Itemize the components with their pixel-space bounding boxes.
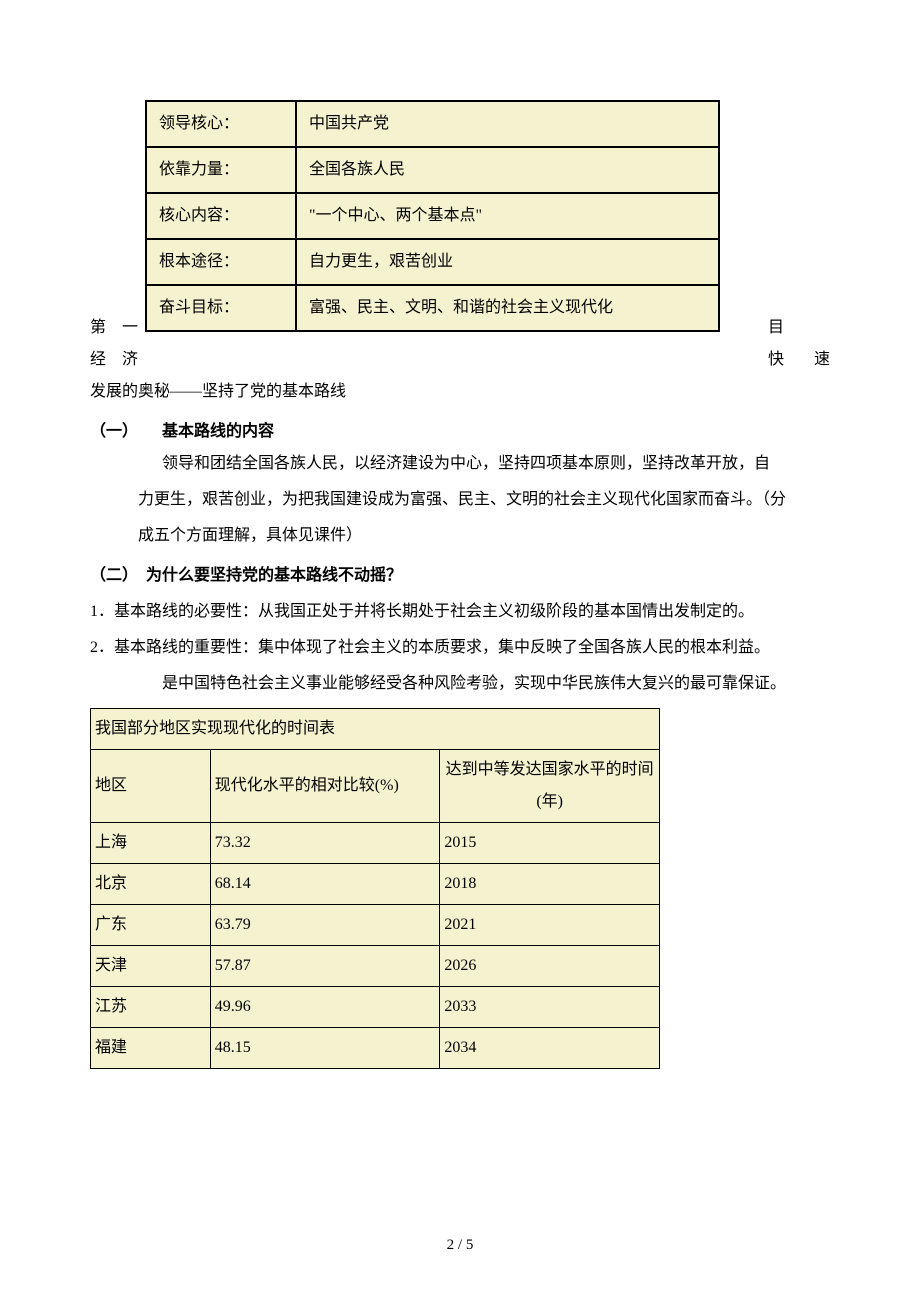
basic-line-table: 领导核心： 中国共产党 依靠力量： 全国各族人民 核心内容： "一个中心、两个基… [145, 100, 720, 332]
region-cell: 福建 [91, 1028, 211, 1069]
row-label: 核心内容： [146, 193, 296, 239]
row-label: 依靠力量： [146, 147, 296, 193]
col-level-header: 现代化水平的相对比较(%) [210, 750, 440, 823]
table2-title-row: 我国部分地区实现现代化的时间表 [91, 709, 660, 750]
table-row: 福建 48.15 2034 [91, 1028, 660, 1069]
region-cell: 上海 [91, 823, 211, 864]
level-cell: 48.15 [210, 1028, 440, 1069]
level-cell: 57.87 [210, 946, 440, 987]
wrap-right: 快速 [760, 344, 830, 376]
wrapped-text-line2: 经济 快速 [90, 344, 830, 376]
region-cell: 天津 [91, 946, 211, 987]
table-row: 上海 73.32 2015 [91, 823, 660, 864]
row-label: 领导核心： [146, 101, 296, 147]
wrap-left: 第一 [90, 312, 138, 344]
modernization-timetable: 我国部分地区实现现代化的时间表 地区 现代化水平的相对比较(%) 达到中等发达国… [90, 708, 660, 1069]
table-row: 根本途径： 自力更生，艰苦创业 [146, 239, 719, 285]
section-a-body-line: 力更生，艰苦创业，为把我国建设成为富强、民主、文明的社会主义现代化国家而奋斗。（… [90, 484, 830, 516]
table-row: 广东 63.79 2021 [91, 905, 660, 946]
row-value: "一个中心、两个基本点" [296, 193, 719, 239]
col-region-header: 地区 [91, 750, 211, 823]
row-value: 自力更生，艰苦创业 [296, 239, 719, 285]
table-row: 依靠力量： 全国各族人民 [146, 147, 719, 193]
year-cell: 2033 [440, 987, 660, 1028]
year-cell: 2015 [440, 823, 660, 864]
region-cell: 江苏 [91, 987, 211, 1028]
section-a-heading: （一） 基本路线的内容 [90, 416, 830, 448]
level-cell: 73.32 [210, 823, 440, 864]
year-cell: 2034 [440, 1028, 660, 1069]
section-b-heading: （二） 为什么要坚持党的基本路线不动摇？ [90, 560, 830, 592]
list-item-2: 2．基本路线的重要性：集中体现了社会主义的本质要求，集中反映了全国各族人民的根本… [90, 632, 830, 664]
year-cell: 2026 [440, 946, 660, 987]
table-row: 领导核心： 中国共产党 [146, 101, 719, 147]
col-year-header: 达到中等发达国家水平的时间(年) [440, 750, 660, 823]
table-row: 天津 57.87 2026 [91, 946, 660, 987]
list-item-1: 1．基本路线的必要性：从我国正处于并将长期处于社会主义初级阶段的基本国情出发制定… [90, 596, 830, 628]
wrapped-text-line1: 第一 目 [90, 312, 830, 344]
region-cell: 广东 [91, 905, 211, 946]
section-a-body-line: 领导和团结全国各族人民，以经济建设为中心，坚持四项基本原则，坚持改革开放，自 [90, 448, 830, 480]
wrap-line3: 发展的奥秘——坚持了党的基本路线 [90, 376, 830, 408]
section-a-body-line: 成五个方面理解，具体见课件） [90, 520, 830, 552]
region-cell: 北京 [91, 864, 211, 905]
year-cell: 2018 [440, 864, 660, 905]
level-cell: 49.96 [210, 987, 440, 1028]
level-cell: 63.79 [210, 905, 440, 946]
wrap-left: 经济 [90, 344, 138, 376]
wrap-right: 目 [760, 312, 830, 344]
list-item-2-cont: 是中国特色社会主义事业能够经受各种风险考验，实现中华民族伟大复兴的最可靠保证。 [90, 668, 830, 700]
table-row: 北京 68.14 2018 [91, 864, 660, 905]
top-table-wrap: 领导核心： 中国共产党 依靠力量： 全国各族人民 核心内容： "一个中心、两个基… [90, 100, 830, 332]
row-value: 全国各族人民 [296, 147, 719, 193]
year-cell: 2021 [440, 905, 660, 946]
table-row: 核心内容： "一个中心、两个基本点" [146, 193, 719, 239]
row-label: 根本途径： [146, 239, 296, 285]
table-row: 江苏 49.96 2033 [91, 987, 660, 1028]
page-number: 2 / 5 [0, 1230, 920, 1260]
table2-title: 我国部分地区实现现代化的时间表 [91, 709, 660, 750]
table2-header-row: 地区 现代化水平的相对比较(%) 达到中等发达国家水平的时间(年) [91, 750, 660, 823]
level-cell: 68.14 [210, 864, 440, 905]
row-value: 中国共产党 [296, 101, 719, 147]
